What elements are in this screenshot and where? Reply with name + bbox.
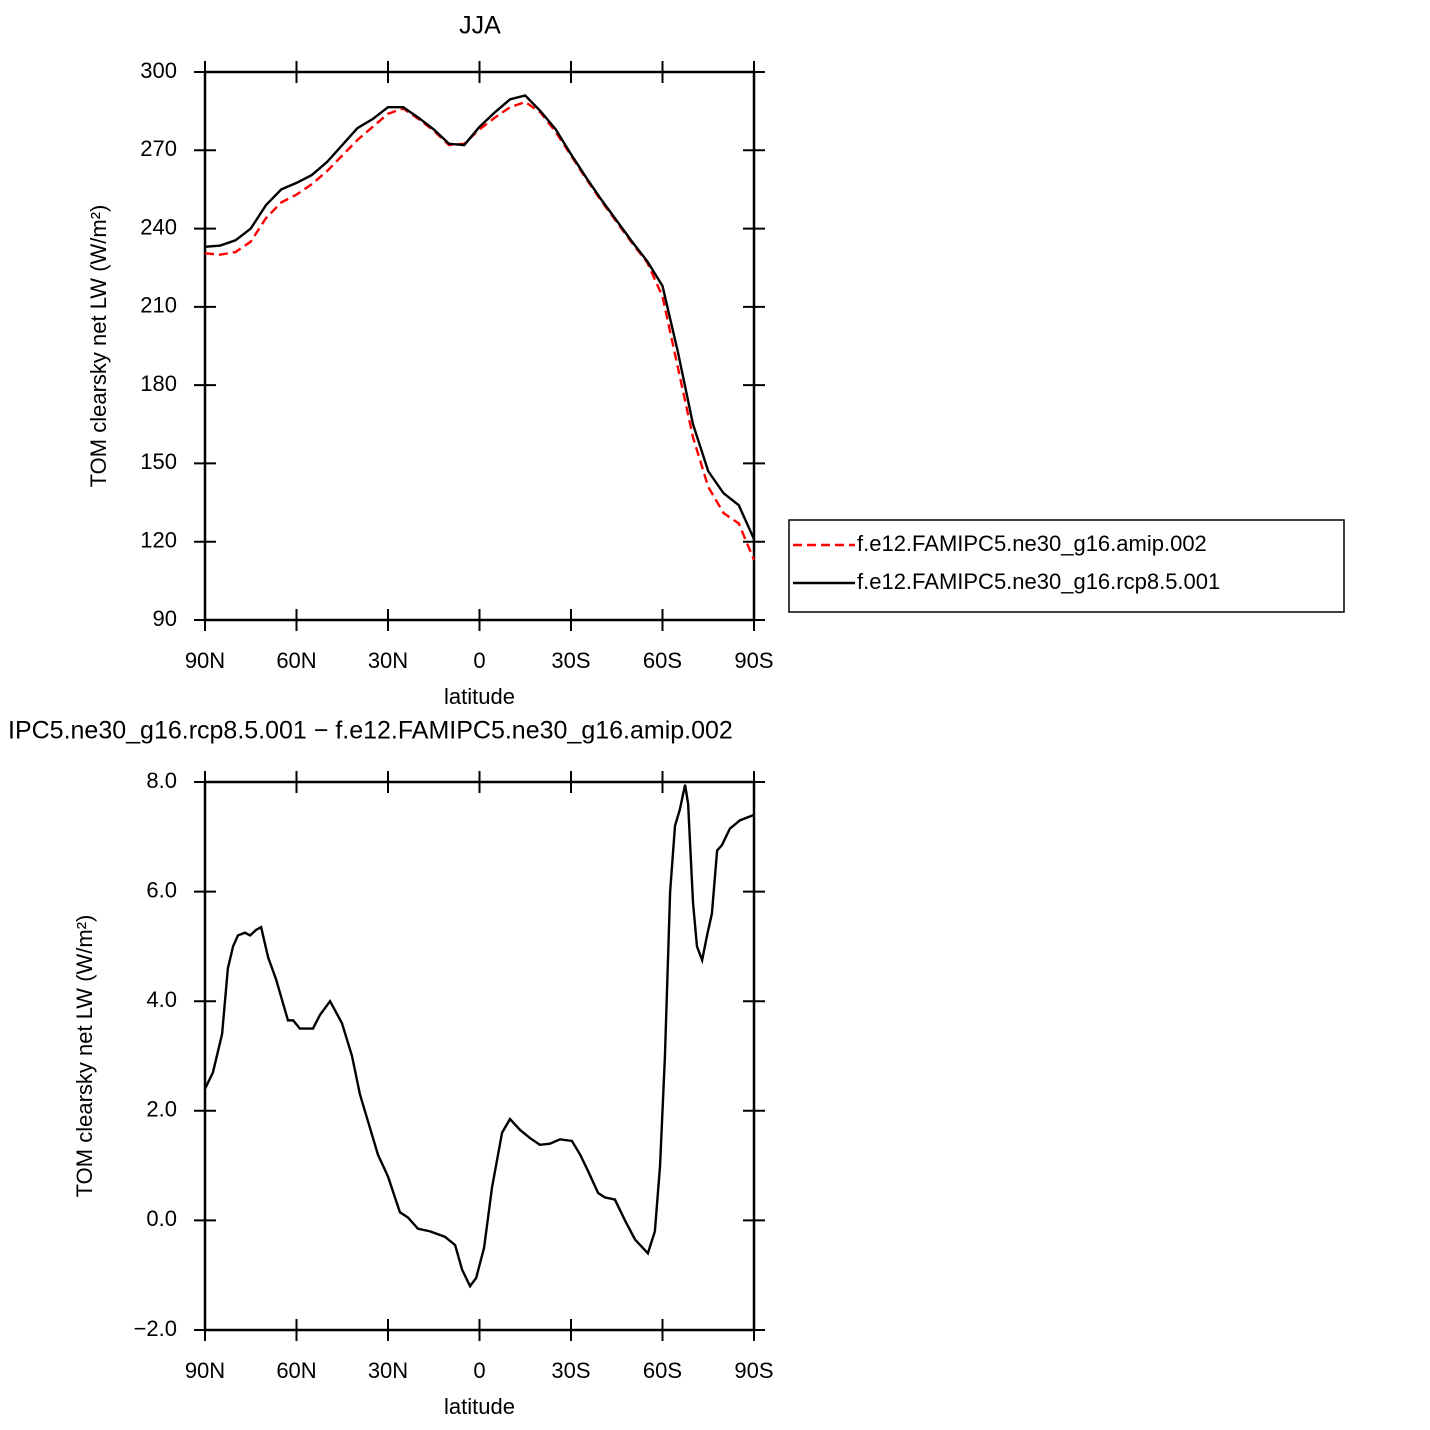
y-tick-label: 240 [140,214,177,239]
y-tick-label: 300 [140,58,177,83]
x-tick-label: 30N [368,1358,408,1383]
y-tick-label: 0.0 [146,1206,177,1231]
x-tick-label: 90N [185,1358,225,1383]
y-tick-label: 4.0 [146,987,177,1012]
y-axis-label: TOM clearsky net LW (W/m²) [72,915,97,1198]
legend-label: f.e12.FAMIPC5.ne30_g16.amip.002 [857,531,1207,556]
y-tick-label: 150 [140,449,177,474]
x-tick-label: 90S [734,1358,773,1383]
x-tick-label: 60N [276,648,316,673]
x-tick-label: 30S [551,648,590,673]
x-tick-label: 60N [276,1358,316,1383]
x-axis-label: latitude [444,684,515,709]
x-axis-label: latitude [444,1394,515,1419]
data-line [204,100,756,561]
chart-title: JJA [459,12,501,40]
legend-label: f.e12.FAMIPC5.ne30_g16.rcp8.5.001 [857,569,1220,594]
x-tick-label: 90N [185,648,225,673]
x-tick-label: 90S [734,648,773,673]
chart-title: IPC5.ne30_g16.rcp8.5.001 − f.e12.FAMIPC5… [8,717,733,745]
data-line [203,784,755,1289]
x-tick-label: 60S [643,648,682,673]
plot-frame [203,70,756,622]
y-tick-label: 120 [140,528,177,553]
y-tick-label: 270 [140,136,177,161]
y-axis-label: TOM clearsky net LW (W/m²) [86,205,111,488]
y-tick-label: 6.0 [146,877,177,902]
x-tick-label: 60S [643,1358,682,1383]
x-tick-label: 30S [551,1358,590,1383]
y-tick-label: 180 [140,371,177,396]
x-tick-label: 0 [473,648,485,673]
y-tick-label: −2.0 [134,1316,177,1341]
legend-box [788,519,1345,613]
y-tick-label: 210 [140,293,177,318]
x-tick-label: 30N [368,648,408,673]
y-tick-label: 2.0 [146,1097,177,1122]
y-tick-label: 8.0 [146,768,177,793]
y-tick-label: 90 [153,606,177,631]
data-line [204,94,756,540]
x-tick-label: 0 [473,1358,485,1383]
